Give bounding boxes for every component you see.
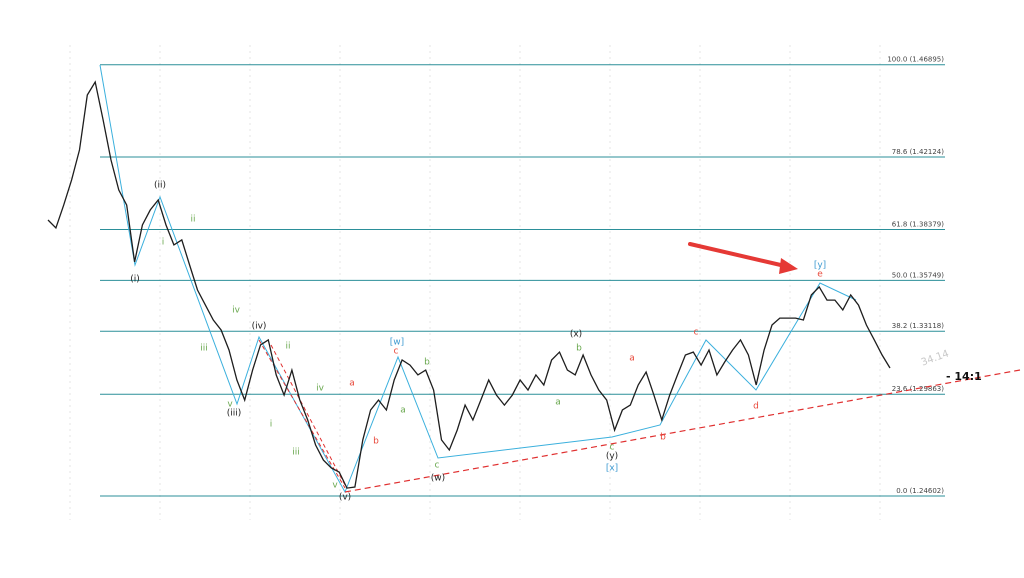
wave-label: ii <box>285 342 290 352</box>
wave-label: c <box>610 443 615 453</box>
wave-label: ii <box>190 215 195 225</box>
wave-label: e <box>817 270 823 280</box>
fib-label: 38.2 (1.33118) <box>892 322 944 330</box>
wave-labels: (ii)(i)iiiiviii(iv)v(iii)iiiviiiiv(v)abc… <box>130 181 826 503</box>
price <box>47 80 891 489</box>
fib-label: 100.0 (1.46895) <box>887 56 944 64</box>
wave-label: iii <box>200 344 208 354</box>
wave-label: c <box>394 347 399 357</box>
fib-label: 23.6 (1.29863) <box>892 385 944 393</box>
wave-label: a <box>555 398 561 408</box>
wave-label: (iii) <box>227 409 242 419</box>
wave-label: (w) <box>431 474 445 484</box>
wave-label: (y) <box>606 452 618 462</box>
wave-label: i <box>270 420 273 430</box>
wave-label: v <box>227 400 233 410</box>
wave-label: v <box>332 481 338 491</box>
wave-label: (ii) <box>154 181 166 191</box>
wave-label: [x] <box>606 464 618 474</box>
wave-label: [w] <box>390 338 404 348</box>
wave-label: i <box>162 238 165 248</box>
wave-label: b <box>424 358 430 368</box>
wave-label: (v) <box>339 493 351 503</box>
wave-label: c <box>435 461 440 471</box>
fib-levels: 100.0 (1.46895) 78.6 (1.42124) 61.8 (1.383… <box>100 56 945 497</box>
wave-label: iv <box>316 384 325 394</box>
vertical-grid <box>69 45 881 520</box>
wave-label: [y] <box>814 261 826 271</box>
wave-label: a <box>629 354 635 364</box>
wave-label: (x) <box>570 330 582 340</box>
wave-label: (iv) <box>252 322 267 332</box>
wave-label: b <box>576 344 582 354</box>
arrow <box>688 242 798 274</box>
wave-label: b <box>660 433 666 443</box>
fib-label: 50.0 (1.35749) <box>892 271 944 279</box>
price-tag: - 14:1 <box>946 370 982 383</box>
wave-label: b <box>373 437 379 447</box>
wave-label: a <box>400 406 406 416</box>
wave-label: c <box>694 328 699 338</box>
wave-label: d <box>753 402 759 412</box>
wave-label: a <box>349 379 355 389</box>
price-line <box>47 80 891 489</box>
wave-label: (i) <box>130 275 140 285</box>
wave-label: iii <box>292 448 300 458</box>
wave-label: iv <box>232 306 241 316</box>
wave-lines <box>99 64 1021 494</box>
fib-label: 78.6 (1.42124) <box>892 148 944 156</box>
fib-label: 0.0 (1.24602) <box>896 487 944 495</box>
fib-label: 61.8 (1.38379) <box>892 220 944 228</box>
trend-label: 34.14 <box>920 348 951 368</box>
